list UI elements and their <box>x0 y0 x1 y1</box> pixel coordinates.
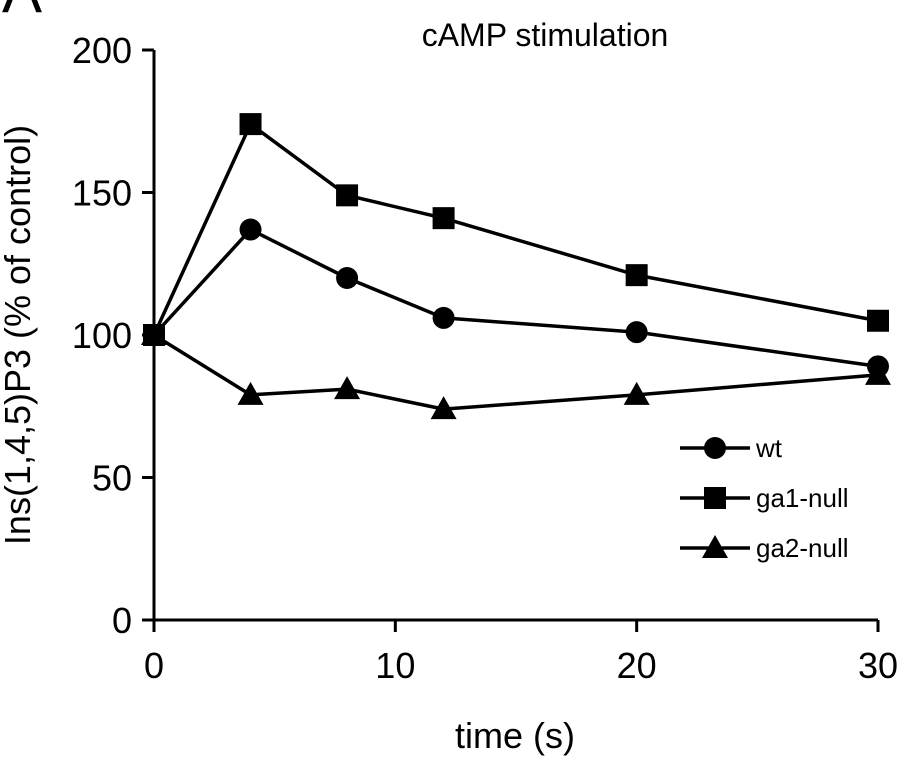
legend-label: wt <box>755 433 783 463</box>
x-tick-label: 20 <box>617 645 657 686</box>
x-tick-label: 30 <box>858 645 898 686</box>
series-layer <box>141 113 891 420</box>
data-point-ga1-null <box>625 264 648 287</box>
legend: wt ga1-null ga2-null <box>680 433 849 563</box>
series-line-ga1-null <box>152 122 879 336</box>
series-ga2-null <box>141 322 891 420</box>
legend-label: ga2-null <box>756 533 849 563</box>
data-point-ga1-null <box>432 207 455 230</box>
axes: 0 50 100 150 200 0 10 20 30 <box>72 30 898 686</box>
series-wt <box>143 218 889 378</box>
data-point-ga1-null <box>336 184 359 207</box>
data-point-ga2-null <box>334 376 361 400</box>
series-line-wt <box>152 227 879 369</box>
legend-item: wt <box>680 433 783 463</box>
data-point-ga2-null <box>141 322 167 345</box>
panel-label: A <box>2 0 42 25</box>
data-point-ga1-null <box>239 113 262 136</box>
data-point-wt <box>336 267 359 289</box>
data-point-wt <box>625 321 648 344</box>
chart-title: cAMP stimulation <box>422 17 669 53</box>
data-point-ga2-null <box>865 361 891 385</box>
data-point-wt <box>239 218 262 241</box>
x-tick-label: 10 <box>375 645 415 686</box>
data-point-ga2-null <box>623 381 650 405</box>
legend-marker-square <box>704 487 726 509</box>
y-tick-label: 200 <box>72 30 132 71</box>
y-tick-label: 150 <box>72 173 132 214</box>
legend-label: ga1-null <box>756 483 849 513</box>
y-tick-label: 50 <box>92 458 132 499</box>
data-point-wt <box>432 306 455 329</box>
data-point-ga1-null <box>867 309 889 332</box>
legend-item: ga1-null <box>680 483 849 513</box>
legend-marker-triangle <box>702 535 728 558</box>
legend-item: ga2-null <box>680 533 849 563</box>
y-axis-label: Ins(1,4,5)P3 (% of control) <box>0 125 38 545</box>
series-line-ga2-null <box>153 333 879 411</box>
legend-marker-circle <box>704 437 726 459</box>
x-tick-label: 0 <box>144 645 164 686</box>
y-tick-label: 100 <box>72 315 132 356</box>
data-point-ga2-null <box>237 381 264 405</box>
y-tick-label: 0 <box>112 600 132 641</box>
x-axis-label: time (s) <box>455 715 575 756</box>
data-point-ga2-null <box>430 396 457 420</box>
